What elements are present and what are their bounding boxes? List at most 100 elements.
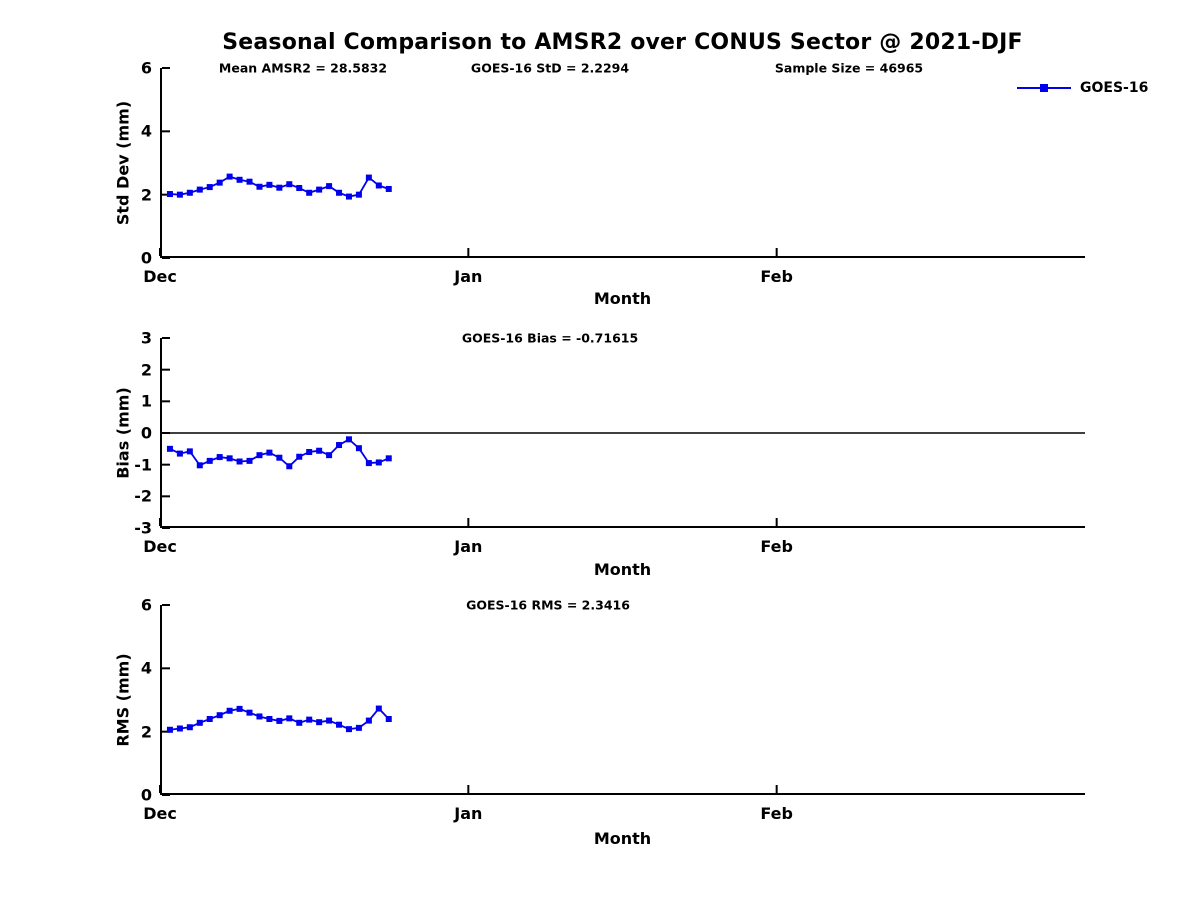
data-point-marker bbox=[236, 458, 243, 465]
data-point-marker bbox=[176, 191, 183, 198]
data-point-marker bbox=[375, 459, 382, 466]
data-point-marker bbox=[385, 455, 392, 462]
data-point-marker bbox=[336, 721, 343, 728]
data-point-marker bbox=[226, 455, 233, 462]
data-point-marker bbox=[276, 717, 283, 724]
data-point-marker bbox=[336, 189, 343, 196]
figure-title: Seasonal Comparison to AMSR2 over CONUS … bbox=[222, 30, 1023, 55]
x-tick-label: Jan bbox=[454, 537, 483, 556]
data-point-marker bbox=[316, 447, 323, 454]
data-point-marker bbox=[296, 185, 303, 192]
data-point-marker bbox=[336, 442, 343, 449]
plot-area bbox=[159, 604, 1085, 796]
y-tick-label: -3 bbox=[134, 518, 152, 538]
data-point-marker bbox=[216, 179, 223, 186]
data-point-marker bbox=[176, 450, 183, 457]
y-tick-label: 6 bbox=[140, 58, 152, 78]
data-point-marker bbox=[375, 182, 382, 189]
y-tick-label: 4 bbox=[140, 121, 152, 141]
y-tick-label: 6 bbox=[140, 595, 152, 615]
y-tick-label: 4 bbox=[140, 658, 152, 678]
data-point-marker bbox=[345, 726, 352, 733]
annotation-goes16-rms: GOES-16 RMS = 2.3416 bbox=[466, 597, 630, 613]
data-point-marker bbox=[276, 184, 283, 191]
data-point-marker bbox=[206, 184, 213, 191]
x-tick-label: Dec bbox=[143, 537, 177, 556]
data-point-marker bbox=[166, 726, 173, 733]
y-tick-label: 2 bbox=[140, 360, 152, 380]
annotation-sample-size: Sample Size = 46965 bbox=[774, 60, 924, 76]
legend: GOES-16 bbox=[1016, 80, 1148, 96]
data-point-marker bbox=[316, 186, 323, 193]
data-point-marker bbox=[385, 716, 392, 722]
data-point-marker bbox=[256, 713, 263, 720]
data-point-marker bbox=[186, 448, 193, 455]
data-point-marker bbox=[365, 460, 372, 467]
data-point-marker bbox=[176, 725, 183, 732]
y-tick-label: 2 bbox=[140, 722, 152, 742]
x-tick-label: Dec bbox=[143, 804, 177, 823]
data-point-marker bbox=[266, 449, 273, 456]
y-tick-label: -1 bbox=[134, 455, 152, 475]
x-tick-label: Dec bbox=[143, 267, 177, 286]
data-point-marker bbox=[186, 724, 193, 731]
legend-line-sample bbox=[1017, 84, 1071, 92]
data-point-marker bbox=[166, 445, 173, 452]
data-point-marker bbox=[306, 716, 313, 723]
data-point-marker bbox=[355, 724, 362, 731]
data-point-marker bbox=[286, 715, 293, 722]
data-point-marker bbox=[286, 463, 293, 470]
data-point-marker bbox=[216, 712, 223, 719]
legend-label: GOES-16 bbox=[1080, 80, 1149, 96]
x-axis-title: Month bbox=[593, 289, 652, 308]
y-axis-label: RMS (mm) bbox=[113, 653, 133, 747]
data-point-marker bbox=[296, 719, 303, 726]
data-point-marker bbox=[345, 436, 352, 443]
data-point-marker bbox=[286, 181, 293, 188]
data-point-marker bbox=[326, 183, 333, 190]
data-point-marker bbox=[196, 719, 203, 726]
data-point-marker bbox=[196, 186, 203, 193]
data-point-marker bbox=[206, 716, 213, 722]
y-tick-label: 2 bbox=[140, 185, 152, 205]
data-point-marker bbox=[226, 707, 233, 714]
data-point-marker bbox=[196, 462, 203, 469]
y-tick-label: 3 bbox=[140, 328, 152, 348]
y-tick-label: 1 bbox=[140, 391, 152, 411]
data-point-marker bbox=[306, 189, 313, 196]
data-point-marker bbox=[256, 183, 263, 190]
x-tick-label: Feb bbox=[760, 537, 793, 556]
data-point-marker bbox=[276, 454, 283, 461]
data-point-marker bbox=[186, 189, 193, 196]
data-point-marker bbox=[365, 174, 372, 181]
x-tick-label: Feb bbox=[760, 267, 793, 286]
data-point-marker bbox=[326, 452, 333, 459]
x-tick-label: Jan bbox=[454, 267, 483, 286]
plot-area bbox=[159, 337, 1085, 529]
annotation-mean-amsr2: Mean AMSR2 = 28.5832 bbox=[218, 60, 388, 76]
data-point-marker bbox=[216, 454, 223, 461]
data-point-marker bbox=[266, 716, 273, 722]
data-point-marker bbox=[256, 452, 263, 459]
x-tick-label: Jan bbox=[454, 804, 483, 823]
data-point-marker bbox=[246, 457, 253, 464]
x-tick-label: Feb bbox=[760, 804, 793, 823]
y-tick-label: 0 bbox=[140, 785, 152, 805]
x-axis-title: Month bbox=[593, 829, 652, 848]
data-point-marker bbox=[355, 445, 362, 452]
annotation-goes16-bias: GOES-16 Bias = -0.71615 bbox=[461, 330, 639, 346]
y-tick-label: 0 bbox=[140, 248, 152, 268]
data-point-marker bbox=[385, 185, 392, 192]
plot-area bbox=[159, 67, 1085, 259]
data-point-marker bbox=[306, 449, 313, 455]
data-point-marker bbox=[326, 717, 333, 724]
data-point-marker bbox=[375, 705, 382, 712]
y-tick-label: -2 bbox=[134, 486, 152, 506]
data-point-marker bbox=[206, 457, 213, 464]
data-point-marker bbox=[365, 717, 372, 724]
annotation-goes16-std: GOES-16 StD = 2.2294 bbox=[470, 60, 630, 76]
